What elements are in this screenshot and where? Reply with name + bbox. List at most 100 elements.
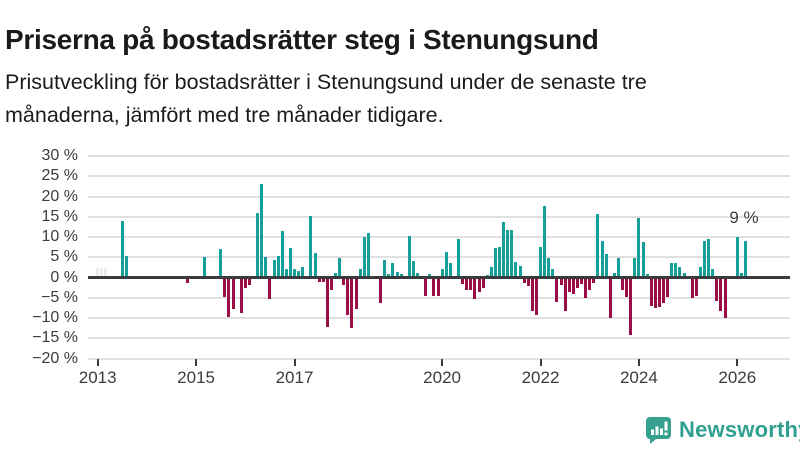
x-tick-2017 <box>293 359 296 366</box>
bar-2026-03 <box>744 241 747 278</box>
bar-2018-03 <box>350 279 354 328</box>
bar-2023-12 <box>633 258 637 278</box>
gridline--20 <box>88 357 790 360</box>
bar-2016-06 <box>264 257 268 278</box>
bar-2025-10 <box>723 279 727 319</box>
x-tick-2024 <box>637 359 640 366</box>
y-axis-label--15: −15 % <box>32 329 78 347</box>
page-title: Priserna på bostadsrätter steg i Stenung… <box>5 23 599 55</box>
bar-2016-05 <box>260 184 264 278</box>
bar-2019-01 <box>391 263 395 278</box>
y-axis-label-5: 5 % <box>50 248 78 266</box>
bar-2021-02 <box>493 248 497 278</box>
zero-axis-line <box>88 276 790 279</box>
bar-2016-12 <box>288 248 292 278</box>
bar-2024-08 <box>666 279 670 297</box>
bar-2022-05 <box>555 279 559 303</box>
bar-2019-03 <box>399 274 403 278</box>
bar-2022-07 <box>563 279 567 311</box>
bar-2024-12 <box>682 273 686 278</box>
bar-2025-03 <box>694 279 698 296</box>
bar-2017-06 <box>313 252 317 278</box>
bar-2021-05 <box>506 230 510 278</box>
x-axis-label-2026: 2026 <box>718 368 757 387</box>
bar-2022-08 <box>567 279 571 292</box>
bar-2020-02 <box>444 251 448 278</box>
bar-2022-02 <box>543 206 547 278</box>
gridline--5 <box>88 296 790 299</box>
bar-2022-03 <box>547 257 551 278</box>
bar-2020-08 <box>469 279 473 290</box>
bar-2025-07 <box>711 269 715 278</box>
bar-2015-03 <box>202 257 206 278</box>
newsworthy-logo-icon <box>645 416 672 444</box>
bar-2020-05 <box>457 238 460 278</box>
bar-2024-05 <box>653 279 657 308</box>
bar-2024-11 <box>678 266 682 278</box>
bar-2016-02 <box>247 279 251 285</box>
newsworthy-logo-text: Newsworthy <box>679 417 800 442</box>
bar-2013-01 <box>96 268 100 278</box>
bar-2023-06 <box>608 279 612 319</box>
bar-2025-04 <box>698 267 702 278</box>
bar-2025-06 <box>707 238 711 278</box>
bar-2019-09 <box>424 279 428 296</box>
gridline-15 <box>88 215 790 218</box>
y-axis-label-25: 25 % <box>41 167 78 185</box>
bar-2018-05 <box>358 268 362 278</box>
bar-2016-10 <box>280 230 284 278</box>
gridline-10 <box>88 236 790 238</box>
bar-2023-09 <box>621 279 624 290</box>
bar-2026-01 <box>735 237 739 278</box>
bar-2021-06 <box>510 230 514 278</box>
bar-2021-08 <box>518 265 522 278</box>
y-axis-label-15: 15 % <box>41 207 78 225</box>
bar-2023-02 <box>592 279 596 283</box>
bar-2015-09 <box>227 279 231 317</box>
bar-2022-04 <box>551 268 555 278</box>
bar-2017-05 <box>309 215 313 278</box>
bar-2020-09 <box>473 279 477 300</box>
y-axis-label-30: 30 % <box>41 147 78 164</box>
bar-2015-08 <box>223 279 227 298</box>
bar-2020-03 <box>448 263 452 278</box>
bar-2018-12 <box>387 274 391 278</box>
subtitle-line-1: Prisutveckling för bostadsrätter i Stenu… <box>5 70 647 94</box>
bar-2020-11 <box>481 279 485 288</box>
bar-2021-07 <box>514 262 518 278</box>
bar-2014-11 <box>186 279 190 284</box>
bar-2018-01 <box>342 279 346 286</box>
x-axis-label-2024: 2024 <box>619 368 658 387</box>
x-tick-2020 <box>441 359 444 366</box>
bar-2023-10 <box>625 279 629 298</box>
subtitle-line-2: månaderna, jämfört med tre månader tidig… <box>5 103 444 127</box>
bar-2022-11 <box>580 279 583 285</box>
bar-2016-04 <box>256 212 260 278</box>
newsworthy-logo: Newsworthy <box>645 416 800 444</box>
bar-2023-01 <box>588 279 592 290</box>
bar-2019-05 <box>407 235 411 278</box>
bar-2018-04 <box>354 279 358 309</box>
bar-2019-06 <box>411 261 415 278</box>
bar-2019-12 <box>436 279 440 296</box>
y-axis-label--5: −5 % <box>41 288 78 306</box>
x-tick-2022 <box>539 359 542 366</box>
bar-2016-08 <box>272 260 276 278</box>
bar-2020-07 <box>465 279 469 290</box>
x-axis-label-2013: 2013 <box>78 368 117 387</box>
bar-2015-10 <box>231 279 235 309</box>
bar-2016-11 <box>284 268 288 278</box>
bar-2024-01 <box>637 218 641 278</box>
bar-2017-08 <box>321 279 325 283</box>
bar-2017-10 <box>329 279 333 290</box>
gridline-5 <box>88 256 790 259</box>
x-axis-label-2017: 2017 <box>275 368 314 387</box>
bar-2020-01 <box>440 268 444 278</box>
gridline-25 <box>88 175 790 178</box>
y-axis-label-10: 10 % <box>41 228 78 245</box>
bar-2016-01 <box>243 279 247 288</box>
y-axis-label-0: 0 % <box>50 268 78 286</box>
gridline-30 <box>88 155 790 157</box>
bar-2023-07 <box>612 273 616 278</box>
